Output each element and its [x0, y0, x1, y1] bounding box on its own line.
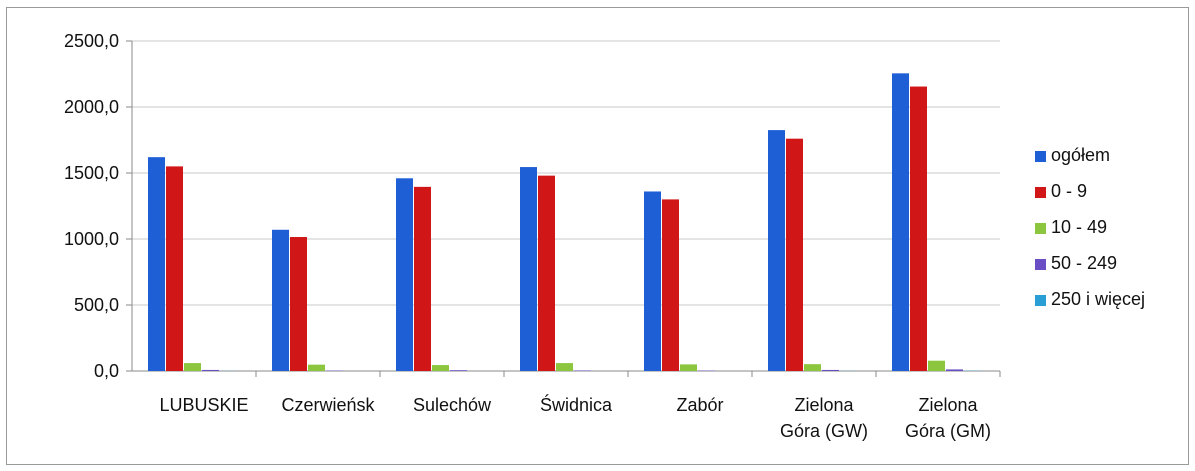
y-tick-label: 2500,0 — [64, 31, 119, 51]
bar — [414, 186, 431, 371]
x-tick-label: Zabór — [676, 395, 723, 415]
legend-label: 250 i więcej — [1051, 289, 1145, 309]
y-tick-label: 0,0 — [94, 361, 119, 381]
x-tick-label: LUBUSKIE — [159, 395, 248, 415]
bar — [272, 229, 289, 371]
legend-label: 0 - 9 — [1051, 181, 1087, 201]
x-axis: LUBUSKIE Czerwieńsk Sulechów Świdnica Zabór Z… — [132, 370, 1001, 441]
chart-frame — [6, 7, 1189, 465]
y-axis: 0,0 500,0 1000,0 1500,0 2000,0 2500,0 — [64, 31, 133, 381]
legend-swatch — [1035, 223, 1046, 234]
bar — [432, 365, 449, 371]
y-tick-label: 1500,0 — [64, 163, 119, 183]
gridlines — [132, 40, 1000, 306]
legend-swatch — [1035, 295, 1046, 306]
x-tick-label: Świdnica — [540, 394, 613, 415]
legend: ogółem 0 - 9 10 - 49 50 - 249 250 i więcej — [1035, 145, 1145, 309]
bar — [202, 369, 219, 371]
legend-swatch — [1035, 151, 1046, 162]
bar — [184, 363, 201, 371]
legend-label: 10 - 49 — [1051, 217, 1107, 237]
bars — [148, 73, 981, 371]
bar — [520, 167, 537, 371]
bar — [166, 166, 183, 371]
bar — [290, 237, 307, 371]
bar — [822, 369, 839, 371]
bar — [574, 370, 591, 371]
bar — [396, 178, 413, 371]
bar — [786, 138, 803, 371]
x-tick-label: Czerwieńsk — [281, 395, 375, 415]
bar — [148, 157, 165, 371]
legend-swatch — [1035, 187, 1046, 198]
y-tick-label: 2000,0 — [64, 97, 119, 117]
legend-label: ogółem — [1051, 145, 1110, 165]
bar — [644, 191, 661, 371]
bar — [450, 370, 467, 371]
bar — [662, 199, 679, 371]
bar — [892, 73, 909, 371]
bar — [910, 86, 927, 371]
bar — [768, 130, 785, 371]
bar — [538, 175, 555, 371]
bar — [946, 369, 963, 371]
legend-swatch — [1035, 259, 1046, 270]
bar — [928, 360, 945, 371]
bar — [556, 363, 573, 371]
x-tick-label: Sulechów — [413, 395, 492, 415]
legend-label: 50 - 249 — [1051, 253, 1117, 273]
bar — [680, 364, 697, 371]
x-tick-label: Zielona Góra (GW) — [780, 395, 868, 441]
y-tick-label: 1000,0 — [64, 229, 119, 249]
y-tick-label: 500,0 — [74, 295, 119, 315]
bar — [804, 364, 821, 371]
x-tick-label: Zielona Góra (GM) — [905, 395, 991, 441]
bar — [308, 364, 325, 371]
